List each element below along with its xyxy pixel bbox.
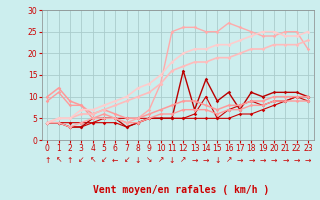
Text: ↓: ↓ [214,156,220,165]
Text: ↙: ↙ [101,156,107,165]
Text: Vent moyen/en rafales ( km/h ): Vent moyen/en rafales ( km/h ) [93,185,269,195]
Text: ↙: ↙ [78,156,84,165]
Text: ↖: ↖ [89,156,96,165]
Text: ↑: ↑ [67,156,73,165]
Text: →: → [237,156,243,165]
Text: ←: ← [112,156,118,165]
Text: →: → [191,156,198,165]
Text: ↙: ↙ [124,156,130,165]
Text: →: → [248,156,254,165]
Text: ↗: ↗ [157,156,164,165]
Text: →: → [271,156,277,165]
Text: ↗: ↗ [180,156,187,165]
Text: →: → [293,156,300,165]
Text: ↓: ↓ [169,156,175,165]
Text: ↘: ↘ [146,156,152,165]
Text: ↑: ↑ [44,156,51,165]
Text: ↓: ↓ [135,156,141,165]
Text: →: → [305,156,311,165]
Text: →: → [203,156,209,165]
Text: →: → [282,156,288,165]
Text: ↗: ↗ [225,156,232,165]
Text: ↖: ↖ [55,156,62,165]
Text: →: → [260,156,266,165]
